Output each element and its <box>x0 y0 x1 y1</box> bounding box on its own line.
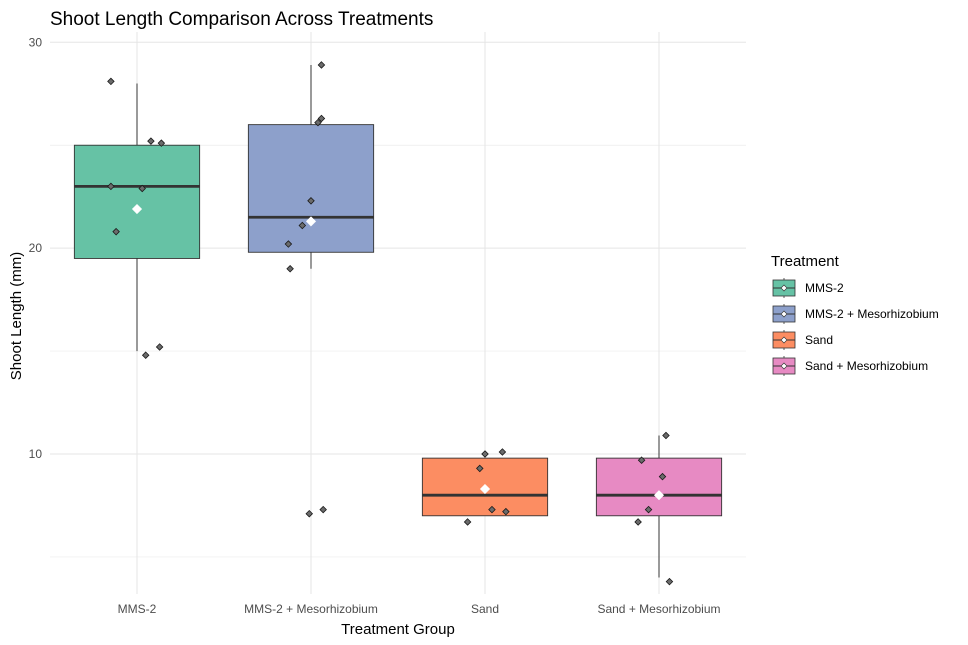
boxes <box>73 64 723 578</box>
legend: Treatment MMS-2 MMS-2 + Mesorhizobium Sand… <box>771 253 939 376</box>
x-tick-label: MMS-2 + Mesorhizobium <box>244 602 378 616</box>
legend-label: MMS-2 <box>805 281 844 295</box>
points <box>107 61 674 586</box>
legend-item: Sand <box>772 330 833 350</box>
data-point <box>644 505 653 514</box>
mean-marker <box>653 490 665 501</box>
legend-items: MMS-2 MMS-2 + Mesorhizobium Sand Sand + Mes… <box>772 278 939 376</box>
data-point <box>305 509 314 518</box>
x-tick-label: Sand <box>471 602 499 616</box>
data-point <box>502 507 510 516</box>
data-point <box>107 182 115 191</box>
box-body <box>73 144 201 259</box>
legend-item: MMS-2 <box>772 278 844 298</box>
box-mms-2 <box>73 83 201 352</box>
data-point <box>155 343 164 351</box>
means <box>131 203 665 501</box>
data-point <box>658 472 667 481</box>
data-point <box>488 505 496 514</box>
legend-title: Treatment <box>771 253 840 270</box>
data-point <box>298 221 307 230</box>
chart-title: Shoot Length Comparison Across Treatment… <box>50 9 433 30</box>
data-point <box>147 137 155 145</box>
data-point <box>319 505 327 514</box>
legend-key-point <box>780 336 788 344</box>
mean-marker <box>305 216 317 227</box>
legend-item: Sand + Mesorhizobium <box>772 356 928 376</box>
x-tick-label: Sand + Mesorhizobium <box>597 602 720 616</box>
y-axis-title: Shoot Length (mm) <box>8 252 25 380</box>
data-point <box>286 264 294 273</box>
data-point <box>138 184 146 193</box>
box-mms-2-mesorhizobium <box>247 64 375 269</box>
legend-key-point <box>780 362 788 370</box>
box-sand-mesorhizobium <box>595 435 723 578</box>
data-point <box>112 227 120 236</box>
legend-label: Sand <box>805 333 833 347</box>
data-point <box>284 240 293 248</box>
y-tick-label: 10 <box>29 447 43 461</box>
data-point <box>317 114 326 123</box>
x-axis-ticks: MMS-2 MMS-2 + Mesorhizobium Sand Sand + Mes… <box>118 602 721 616</box>
legend-key-point <box>780 284 788 292</box>
data-point <box>463 518 472 526</box>
data-point <box>317 61 326 69</box>
x-tick-label: MMS-2 <box>118 602 157 616</box>
data-point <box>141 351 150 359</box>
mean-marker <box>131 203 143 215</box>
y-axis-ticks: 10 20 30 <box>29 35 43 461</box>
y-tick-label: 30 <box>29 35 43 49</box>
data-point <box>637 456 646 464</box>
x-axis-title: Treatment Group <box>341 621 455 638</box>
data-point <box>634 518 642 526</box>
data-point <box>498 448 507 456</box>
legend-key-point <box>780 310 788 318</box>
data-point <box>157 139 166 147</box>
data-point <box>665 577 674 586</box>
data-point <box>107 77 115 86</box>
box-body <box>247 124 375 253</box>
data-point <box>481 450 489 458</box>
legend-item: MMS-2 + Mesorhizobium <box>772 304 939 324</box>
legend-label: Sand + Mesorhizobium <box>805 359 928 373</box>
data-point <box>314 118 322 127</box>
data-point <box>307 197 315 205</box>
y-tick-label: 20 <box>29 241 43 255</box>
mean-marker <box>479 483 491 495</box>
box-body <box>595 457 723 517</box>
legend-label: MMS-2 + Mesorhizobium <box>805 307 939 321</box>
data-point <box>662 431 670 440</box>
data-point <box>476 464 484 473</box>
